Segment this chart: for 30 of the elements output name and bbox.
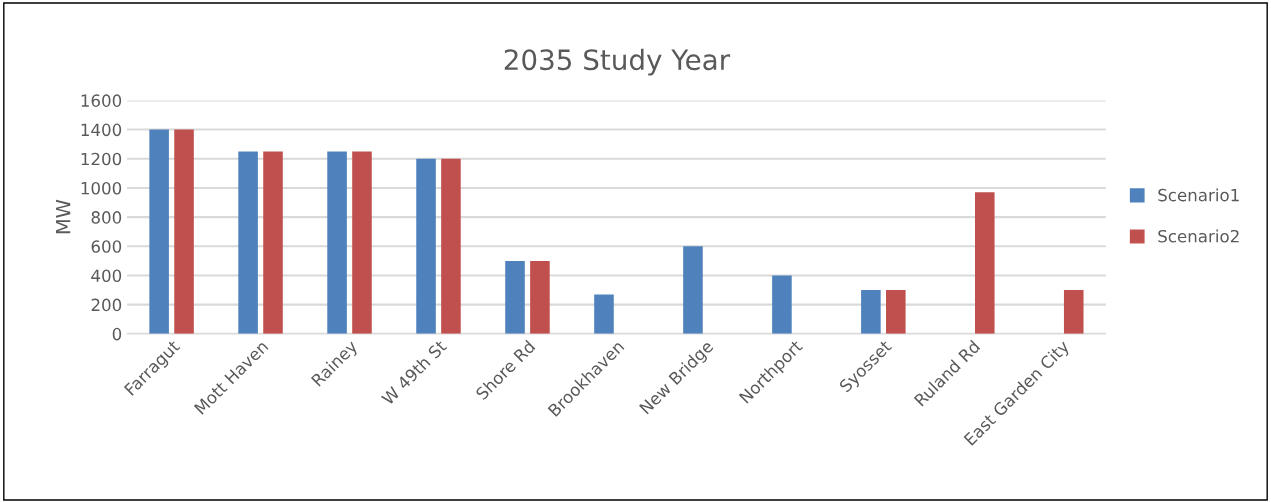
y-tick-label: 600 <box>91 240 122 253</box>
bar <box>530 260 550 334</box>
legend-label: Scenario2 <box>1158 229 1239 243</box>
y-tick-label: 1200 <box>81 152 122 166</box>
bar <box>327 151 347 334</box>
bar <box>1063 290 1084 334</box>
y-tick-label: 400 <box>91 269 122 283</box>
bar <box>149 129 169 334</box>
y-tick-label: 1400 <box>81 123 122 137</box>
y-tick-label: 800 <box>91 211 122 224</box>
bar <box>683 246 703 334</box>
y-tick-label: 200 <box>91 298 122 312</box>
bar <box>505 260 525 334</box>
y-axis-title: MW <box>56 199 71 234</box>
y-tick-label: 1600 <box>81 94 122 107</box>
bar <box>352 151 372 334</box>
bar <box>174 129 194 334</box>
bar <box>416 158 436 334</box>
legend-label: Scenario1 <box>1158 188 1239 202</box>
bar <box>594 294 614 334</box>
bar <box>441 158 461 334</box>
bar <box>772 275 792 334</box>
bar <box>974 192 995 334</box>
bar <box>238 151 258 334</box>
chart-title: 2035 Study Year <box>504 48 731 76</box>
bar <box>886 290 906 334</box>
bar <box>861 290 881 334</box>
bar <box>263 151 283 334</box>
y-tick-label: 1000 <box>81 181 122 195</box>
y-tick-label: 0 <box>112 327 122 341</box>
